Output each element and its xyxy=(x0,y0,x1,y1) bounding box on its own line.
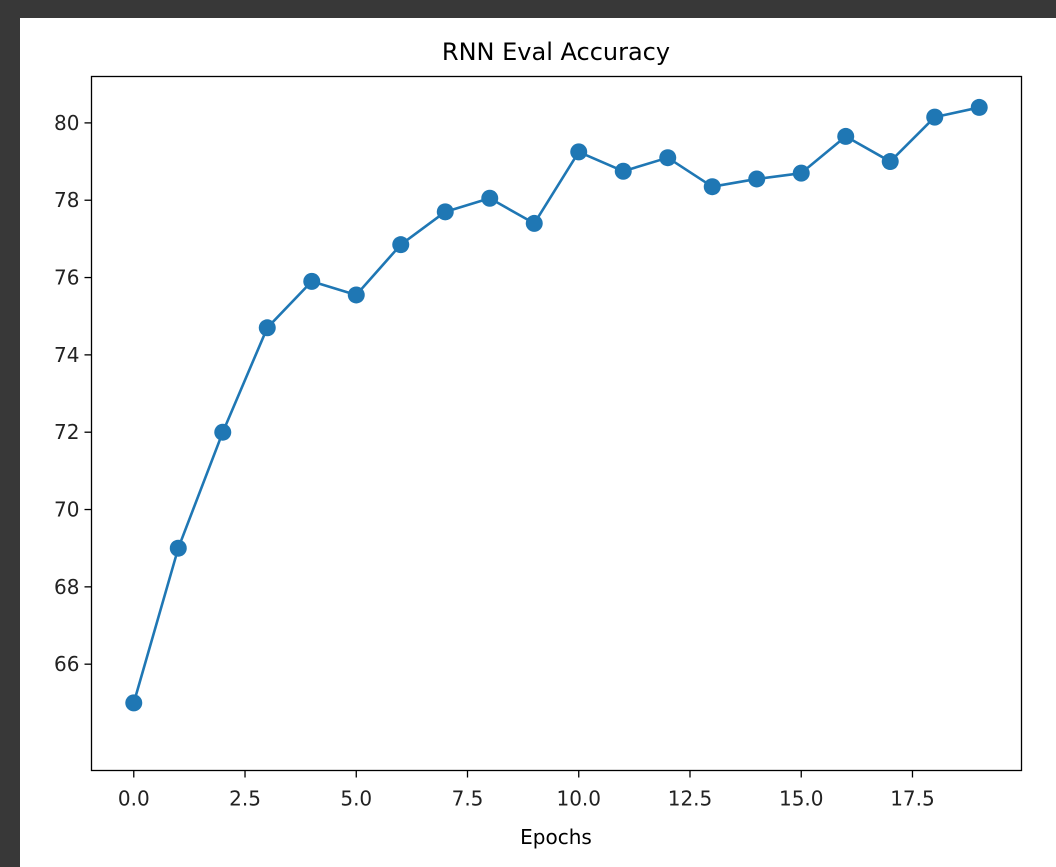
y-tick-label: 70 xyxy=(54,498,79,522)
data-point xyxy=(392,236,410,254)
x-tick-label: 2.5 xyxy=(229,787,261,811)
data-point xyxy=(748,170,766,188)
series-layer xyxy=(125,98,988,712)
y-tick-label: 76 xyxy=(54,266,79,290)
y-tick-label: 80 xyxy=(54,111,79,135)
data-point xyxy=(881,153,899,171)
x-tick-label: 17.5 xyxy=(890,787,935,811)
data-point xyxy=(614,162,632,180)
y-tick-label: 72 xyxy=(54,420,79,444)
data-point xyxy=(303,272,321,290)
y-tick-label: 74 xyxy=(54,343,79,367)
data-point xyxy=(481,189,499,207)
y-tick-label: 66 xyxy=(54,652,79,676)
data-point xyxy=(125,694,143,712)
x-tick-label: 0.0 xyxy=(118,787,150,811)
data-point xyxy=(214,423,232,441)
data-point xyxy=(570,143,588,161)
plot-frame xyxy=(90,75,1023,772)
data-point xyxy=(659,149,677,167)
data-point xyxy=(347,286,365,304)
x-tick-label: 5.0 xyxy=(340,787,372,811)
y-tick-label: 78 xyxy=(54,188,79,212)
data-point xyxy=(792,164,810,182)
data-point xyxy=(525,214,543,232)
x-tick-label: 15.0 xyxy=(779,787,824,811)
y-axis-ticks: 66 68 70 72 74 76 78 80 xyxy=(54,111,92,676)
chart-figure: RNN Eval Accuracy 66 68 70 72 74 76 78 80 0.0 2.… xyxy=(20,18,1056,867)
series-line xyxy=(132,106,980,704)
data-point xyxy=(926,108,944,126)
x-tick-label: 12.5 xyxy=(668,787,713,811)
x-axis-ticks: 0.0 2.5 5.0 7.5 10.0 12.5 15.0 17.5 xyxy=(118,770,935,811)
chart-title: RNN Eval Accuracy xyxy=(442,38,670,66)
x-tick-label: 7.5 xyxy=(452,787,484,811)
data-point xyxy=(703,178,721,196)
x-tick-label: 10.0 xyxy=(556,787,601,811)
x-axis-label: Epochs xyxy=(520,825,592,849)
data-point xyxy=(837,127,855,145)
data-point xyxy=(436,203,454,221)
data-point xyxy=(258,319,276,337)
data-point xyxy=(970,98,988,116)
data-point xyxy=(169,539,187,557)
chart-canvas: RNN Eval Accuracy 66 68 70 72 74 76 78 80 0.0 2.… xyxy=(54,38,1023,849)
y-tick-label: 68 xyxy=(54,575,79,599)
